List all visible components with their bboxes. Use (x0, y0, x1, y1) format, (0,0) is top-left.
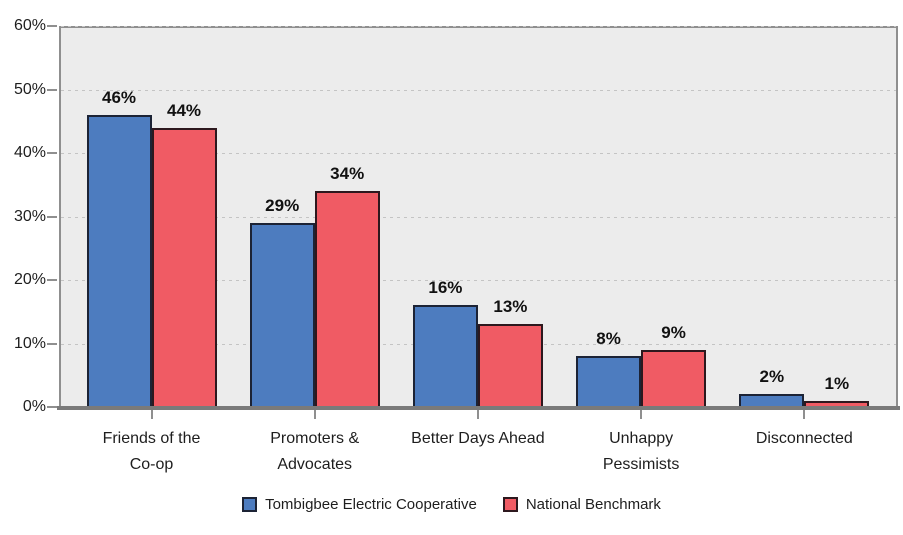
x-category-label-line: Disconnected (755, 430, 853, 447)
x-category-label-1: Promoters & Advocates (223, 426, 407, 478)
bar-tombigbee-0 (86, 115, 152, 407)
bar-tombigbee-1 (249, 223, 315, 407)
x-category-label-line: Friends of the (102, 430, 201, 447)
y-tick-label: 60% (13, 17, 46, 34)
bar-value-label-benchmark-2: 13% (493, 297, 528, 316)
x-category-label-line: Unhappy (609, 430, 674, 447)
bar-value-label-tombigbee-1: 29% (265, 196, 300, 215)
y-tick-mark (47, 406, 57, 408)
y-tick-label: 50% (13, 80, 46, 98)
bar-value-label-benchmark-0: 44% (166, 101, 202, 120)
x-category-label-2: Better Days Ahead (386, 426, 570, 452)
bar-benchmark-0 (151, 128, 217, 407)
gridline (61, 89, 896, 91)
bar-tombigbee-2 (412, 305, 478, 407)
y-tick-label: 30% (13, 207, 46, 225)
legend: Tombigbee Electric Cooperative National … (0, 492, 903, 516)
legend-label-benchmark: National Benchmark (525, 495, 661, 513)
bar-value-label-benchmark-1: 34% (330, 164, 365, 183)
bar-benchmark-3 (641, 350, 707, 407)
x-category-label-4: Disconnected (712, 426, 896, 452)
y-tick-label: 20% (13, 271, 46, 288)
y-tick-mark (47, 342, 57, 345)
x-category-label-line: Advocates (277, 456, 353, 473)
bar-benchmark-4 (804, 401, 870, 407)
bar-tombigbee-3 (576, 356, 642, 407)
x-tick-mark (150, 410, 153, 419)
x-category-label-line: Pessimists (602, 456, 680, 473)
gridline (61, 153, 896, 154)
bar-benchmark-2 (477, 324, 543, 407)
y-tick-mark (47, 152, 57, 154)
legend-label-tombigbee: Tombigbee Electric Cooperative (265, 495, 477, 513)
y-tick-mark (47, 215, 57, 218)
legend-swatch-benchmark-icon (502, 496, 518, 512)
gridline (61, 216, 896, 218)
x-category-label-0: Friends of the Co-op (60, 426, 244, 478)
y-tick-mark (47, 279, 57, 281)
y-tick-mark (47, 88, 57, 91)
x-tick-mark (640, 410, 643, 419)
y-tick-mark (47, 25, 57, 27)
x-tick-mark (803, 410, 806, 419)
gridline (61, 26, 896, 27)
bar-value-label-tombigbee-3: 8% (596, 329, 621, 348)
bar-value-label-tombigbee-2: 16% (428, 278, 463, 297)
x-category-label-line: Co-op (129, 456, 174, 473)
bar-benchmark-1 (314, 191, 380, 407)
x-tick-mark (476, 410, 479, 419)
legend-item-tombigbee: Tombigbee Electric Cooperative (242, 496, 477, 513)
bar-tombigbee-4 (739, 394, 805, 407)
y-tick-label: 40% (13, 144, 46, 161)
x-category-label-line: Promoters & (270, 430, 360, 447)
y-tick-label: 0% (22, 398, 46, 415)
bar-value-label-tombigbee-0: 46% (101, 88, 137, 107)
bar-value-label-benchmark-4: 1% (824, 374, 850, 393)
x-category-label-3: Unhappy Pessimists (549, 426, 733, 478)
x-category-label-line: Better Days Ahead (411, 430, 545, 447)
gridline (61, 280, 896, 281)
bar-value-label-tombigbee-4: 2% (759, 367, 785, 386)
y-tick-label: 10% (13, 334, 46, 352)
x-axis-line (57, 406, 900, 410)
legend-swatch-tombigbee-icon (242, 496, 258, 512)
bar-value-label-benchmark-3: 9% (661, 323, 686, 342)
legend-item-benchmark: National Benchmark (502, 495, 661, 513)
x-tick-mark (313, 410, 316, 419)
